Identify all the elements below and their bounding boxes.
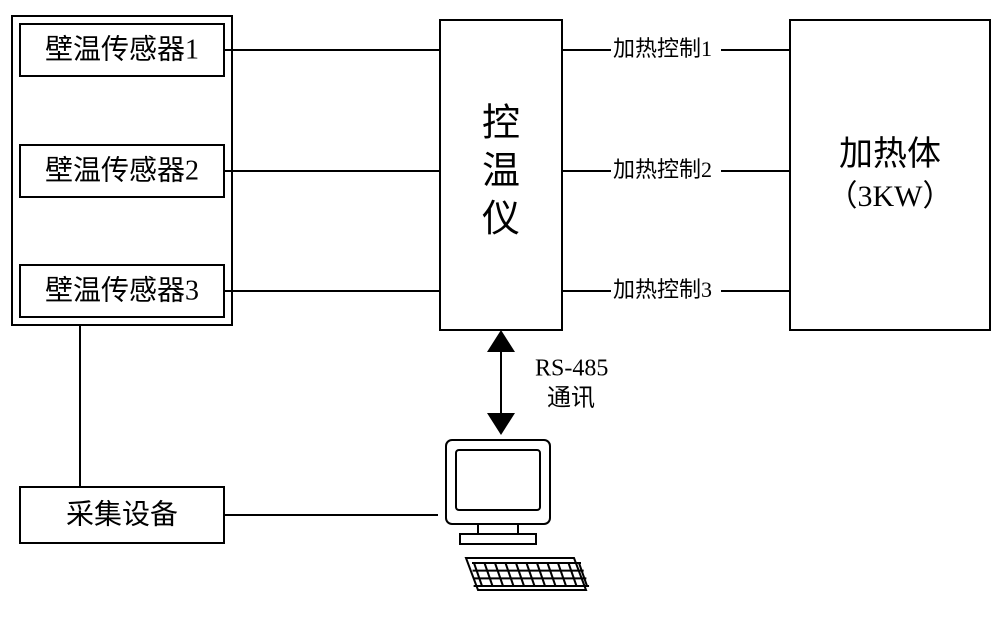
controller-label-char-0: 控 — [482, 103, 520, 145]
heater-box — [790, 20, 990, 330]
heater-label-2: （3KW） — [828, 180, 953, 213]
daq-label: 采集设备 — [66, 498, 178, 530]
pc-base — [460, 534, 536, 544]
rs485-label-2: 通讯 — [547, 386, 595, 412]
controller-label-char-1: 温 — [482, 151, 520, 193]
ctrl-wire-label-1: 加热控制1 — [613, 36, 712, 61]
rs485-arrow-up — [487, 330, 515, 352]
pc-neck — [478, 524, 518, 534]
rs485-arrow-down — [487, 413, 515, 435]
rs485-label-1: RS-485 — [535, 356, 608, 382]
pc-screen — [456, 450, 540, 510]
sensor-label-1: 壁温传感器1 — [45, 33, 199, 65]
controller-label-char-2: 仪 — [482, 199, 520, 241]
sensor-label-3: 壁温传感器3 — [45, 274, 199, 306]
sensor-label-2: 壁温传感器2 — [45, 154, 199, 186]
ctrl-wire-label-3: 加热控制3 — [613, 277, 712, 302]
heater-label-1: 加热体 — [839, 135, 941, 173]
ctrl-wire-label-2: 加热控制2 — [613, 157, 712, 182]
